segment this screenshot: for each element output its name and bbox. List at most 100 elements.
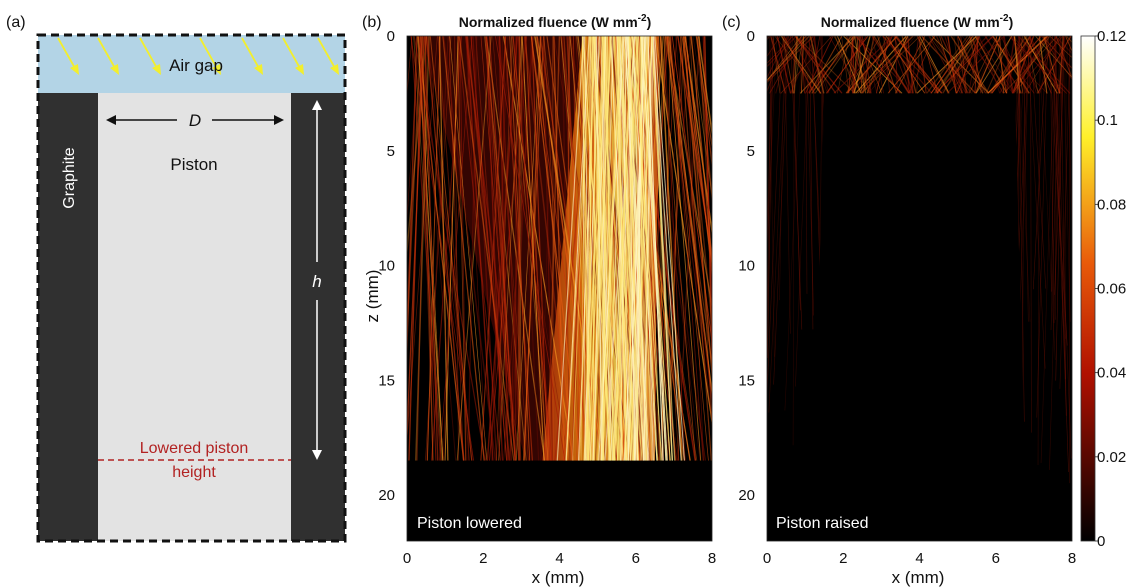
plot-frame bbox=[406, 35, 713, 542]
x-tick-label: 4 bbox=[915, 550, 923, 567]
fluence-ray bbox=[882, 36, 943, 94]
fluence-ray bbox=[992, 36, 1030, 94]
fluence-ray-wall bbox=[767, 36, 772, 355]
colorbar-tick-label: 0.04 bbox=[1097, 365, 1126, 382]
fluence-ray bbox=[837, 36, 850, 94]
panel-c-annotation: Piston raised bbox=[776, 515, 869, 532]
fluence-ray bbox=[936, 36, 974, 94]
fluence-ray bbox=[876, 36, 890, 94]
fluence-ray bbox=[485, 36, 512, 461]
incident-ray bbox=[199, 37, 219, 71]
piston-surface-shadow bbox=[407, 460, 712, 541]
fluence-ray bbox=[543, 36, 554, 461]
fluence-ray bbox=[953, 36, 963, 94]
fluence-ray-wall bbox=[790, 36, 803, 330]
fluence-ray bbox=[894, 36, 898, 94]
colorbar-ticks: 0 0.02 0.04 0.06 0.08 0.1 0.12 bbox=[1095, 28, 1126, 550]
fluence-ray-wall bbox=[1055, 36, 1057, 320]
fluence-ray bbox=[1023, 36, 1058, 94]
fluence-ray bbox=[767, 36, 807, 82]
fluence-ray bbox=[1038, 36, 1048, 94]
lowered-piston-label-line1: Lowered piston bbox=[140, 440, 249, 457]
fluence-ray bbox=[525, 36, 547, 461]
fluence-ray bbox=[922, 36, 939, 94]
fluence-ray bbox=[690, 36, 712, 199]
fluence-ray-wall bbox=[1018, 36, 1030, 352]
fluence-ray bbox=[767, 36, 788, 79]
fluence-ray bbox=[480, 36, 507, 461]
fluence-ray bbox=[939, 36, 994, 94]
fluence-ray-wall bbox=[792, 36, 795, 446]
fluence-ray-wall bbox=[767, 36, 783, 401]
fluence-ray bbox=[692, 36, 712, 160]
fluence-ray bbox=[767, 36, 802, 81]
fluence-ray bbox=[439, 36, 473, 461]
fluence-ray-wall bbox=[1049, 36, 1055, 324]
fluence-ray-wall bbox=[1059, 36, 1071, 389]
fluence-ray bbox=[1037, 36, 1072, 94]
fluence-ray bbox=[547, 36, 561, 461]
diameter-label: D bbox=[189, 111, 201, 130]
fluence-ray bbox=[407, 36, 422, 349]
fluence-ray-wall bbox=[1060, 36, 1067, 416]
panel-c-heatmap bbox=[766, 35, 1073, 542]
fluence-ray-wall bbox=[1018, 36, 1025, 422]
fluence-ray bbox=[968, 36, 980, 94]
panel-a-label: (a) bbox=[6, 14, 26, 31]
fluence-ray bbox=[808, 36, 843, 94]
piston-body bbox=[812, 93, 1027, 541]
fluence-ray bbox=[416, 36, 427, 461]
fluence-ray-bright bbox=[640, 36, 643, 461]
fluence-ray bbox=[860, 36, 921, 94]
fluence-ray bbox=[921, 36, 977, 94]
fluence-ray bbox=[794, 36, 837, 94]
fluence-ray bbox=[466, 36, 511, 461]
fluence-ray bbox=[1013, 36, 1024, 94]
panel-b-ticks: 0 2 4 6 8 0 5 10 15 20 bbox=[378, 28, 716, 567]
fluence-ray-bright bbox=[592, 36, 596, 461]
fluence-ray bbox=[782, 36, 794, 94]
fluence-ray bbox=[988, 36, 1032, 94]
fluence-ray bbox=[1029, 36, 1062, 94]
fluence-ray bbox=[968, 36, 998, 94]
piston-label: Piston bbox=[170, 155, 217, 174]
y-tick-label: 20 bbox=[378, 487, 395, 504]
fluence-ray bbox=[974, 36, 979, 94]
fluence-ray-wall bbox=[1050, 36, 1057, 292]
fluence-ray bbox=[805, 36, 834, 94]
fluence-ray bbox=[866, 36, 893, 94]
x-tick-label: 6 bbox=[992, 550, 1000, 567]
fluence-ray bbox=[814, 36, 856, 94]
fluence-ray-bright bbox=[589, 36, 610, 461]
fluence-ray bbox=[530, 36, 581, 461]
fluence-ray-bright bbox=[627, 36, 653, 461]
fluence-ray bbox=[887, 36, 936, 94]
fluence-ray bbox=[438, 36, 449, 461]
x-tick-label: 6 bbox=[632, 550, 640, 567]
fluence-ray-wall bbox=[769, 36, 775, 357]
fluence-ray bbox=[944, 36, 964, 94]
fluence-ray bbox=[1035, 36, 1072, 79]
fluence-ray-wall bbox=[784, 36, 803, 411]
lowered-piston-label-line2: height bbox=[172, 464, 216, 481]
x-tick-label: 2 bbox=[479, 550, 487, 567]
fluence-ray bbox=[767, 36, 794, 64]
incident-ray-arrowhead bbox=[152, 64, 161, 75]
fluence-ray bbox=[491, 36, 509, 461]
fluence-ray-wall bbox=[1026, 36, 1046, 369]
fluence-ray-wall bbox=[767, 36, 774, 359]
fluence-ray bbox=[851, 36, 892, 94]
fluence-ray bbox=[956, 36, 981, 94]
fluence-ray bbox=[845, 36, 872, 94]
fluence-ray-wall bbox=[1052, 36, 1069, 473]
panel-b-heatmap bbox=[406, 35, 713, 542]
fluence-ray bbox=[419, 36, 437, 461]
fluence-ray bbox=[808, 36, 821, 94]
fluence-ray bbox=[619, 36, 663, 461]
fluence-ray bbox=[930, 36, 974, 94]
fluence-ray bbox=[826, 36, 867, 94]
fluence-ray bbox=[791, 36, 798, 94]
fluence-ray-wall bbox=[795, 36, 810, 387]
x-tick-label: 2 bbox=[839, 550, 847, 567]
